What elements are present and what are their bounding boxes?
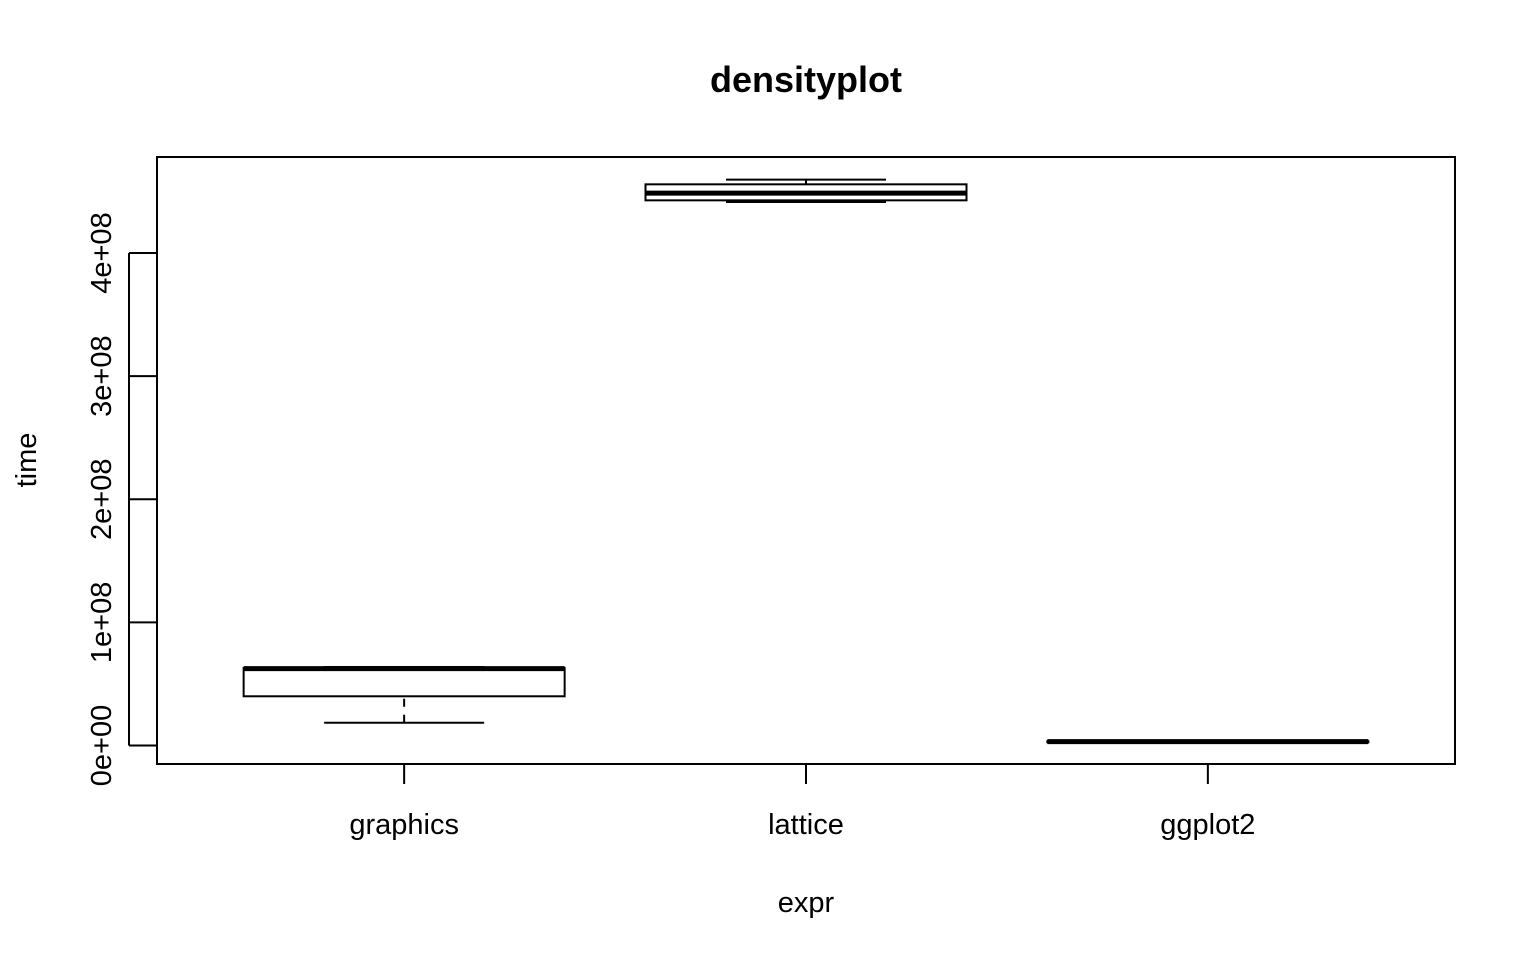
box-series bbox=[242, 178, 1370, 745]
box-graphics bbox=[242, 665, 566, 724]
chart-title: densityplot bbox=[710, 59, 902, 100]
y-tick-label: 0e+00 bbox=[86, 705, 118, 786]
y-tick-label: 1e+08 bbox=[86, 582, 118, 663]
y-axis: 0e+00 1e+08 2e+08 3e+08 4e+08 bbox=[86, 212, 157, 786]
x-tick-label: lattice bbox=[768, 809, 844, 841]
y-tick-label: 2e+08 bbox=[86, 459, 118, 540]
iqr-box bbox=[242, 666, 566, 698]
x-tick-label: graphics bbox=[349, 809, 459, 841]
x-tick-label: ggplot2 bbox=[1160, 809, 1255, 841]
x-axis-label: expr bbox=[778, 887, 835, 919]
y-axis-label: time bbox=[11, 433, 43, 488]
x-axis: graphics lattice ggplot2 bbox=[349, 764, 1255, 841]
y-tick-label: 3e+08 bbox=[86, 335, 118, 416]
box-lattice bbox=[644, 178, 968, 203]
box-ggplot2 bbox=[1046, 739, 1370, 745]
y-tick-label: 4e+08 bbox=[86, 212, 118, 293]
